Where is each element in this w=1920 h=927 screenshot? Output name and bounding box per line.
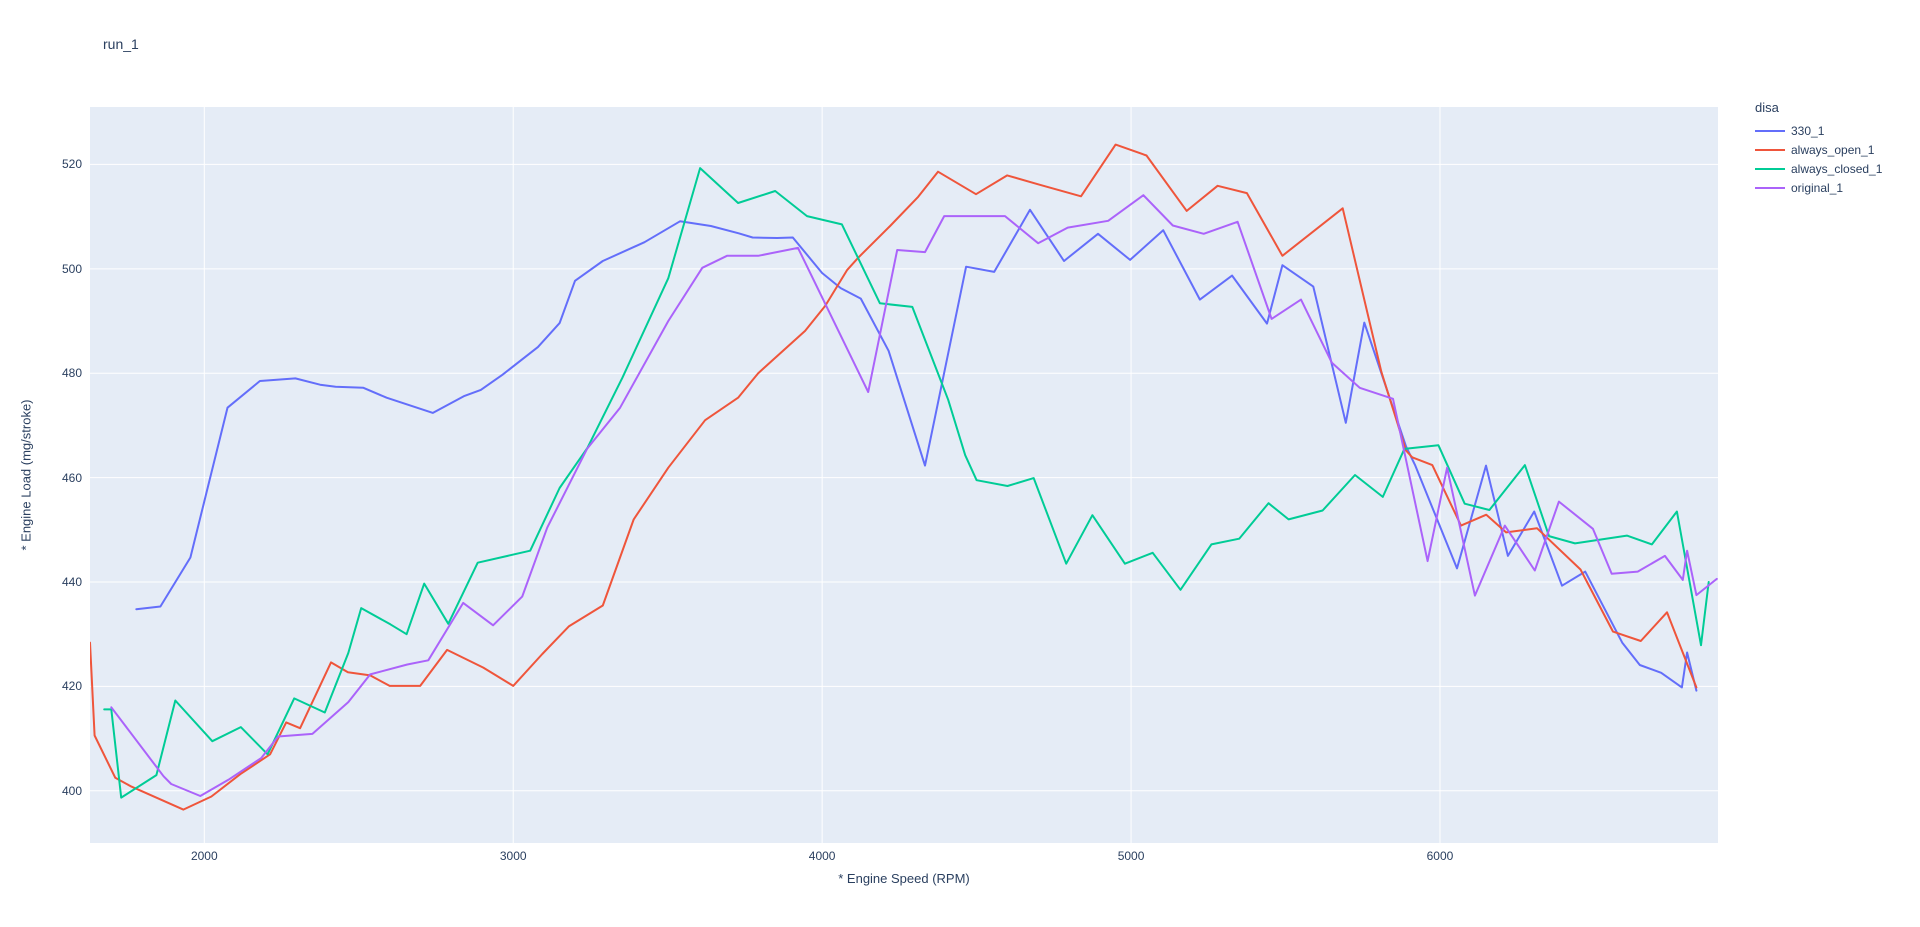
chart-title: run_1 [103,36,139,52]
plot-canvas[interactable] [90,107,1718,843]
x-tick-label: 5000 [1117,849,1145,863]
y-tick-label: 500 [61,261,82,276]
x-tick-label: 3000 [499,849,527,863]
x-tick-label: 4000 [808,849,836,863]
legend-swatch-icon [1755,148,1785,151]
legend-item-label: 330_1 [1791,123,1825,138]
y-tick-label: 460 [61,470,82,485]
legend-swatch-icon [1755,129,1785,132]
series-line-always_closed_1[interactable] [103,167,1710,799]
legend-item-label: always_closed_1 [1791,161,1883,176]
legend-title: disa [1755,100,1779,115]
y-tick-label: 440 [61,575,82,589]
series-line-330_1[interactable] [135,208,1698,692]
legend-swatch-icon [1755,186,1785,189]
legend-item-original_1[interactable]: original_1 [1755,178,1882,197]
y-axis-title: * Engine Load (mg/stroke) [18,399,34,551]
x-tick-label: 2000 [190,849,218,863]
y-tick-label: 420 [61,679,82,694]
legend-swatch-icon [1755,167,1785,170]
legend-item-label: original_1 [1791,180,1844,195]
y-tick-label: 400 [61,783,82,798]
series-line-original_1[interactable] [110,194,1718,797]
legend: disa 330_1 always_open_1 always_closed_1… [1755,100,1882,197]
x-axis-title: * Engine Speed (RPM) [838,871,970,886]
series-line-always_open_1[interactable] [90,143,1698,811]
legend-item-always_open_1[interactable]: always_open_1 [1755,140,1882,159]
y-tick-label: 520 [61,157,82,172]
x-tick-label: 6000 [1426,849,1454,863]
legend-item-always_closed_1[interactable]: always_closed_1 [1755,159,1882,178]
legend-item-330_1[interactable]: 330_1 [1755,121,1882,140]
legend-item-label: always_open_1 [1791,142,1875,157]
y-tick-label: 480 [61,366,82,381]
plot-area[interactable] [90,107,1718,843]
